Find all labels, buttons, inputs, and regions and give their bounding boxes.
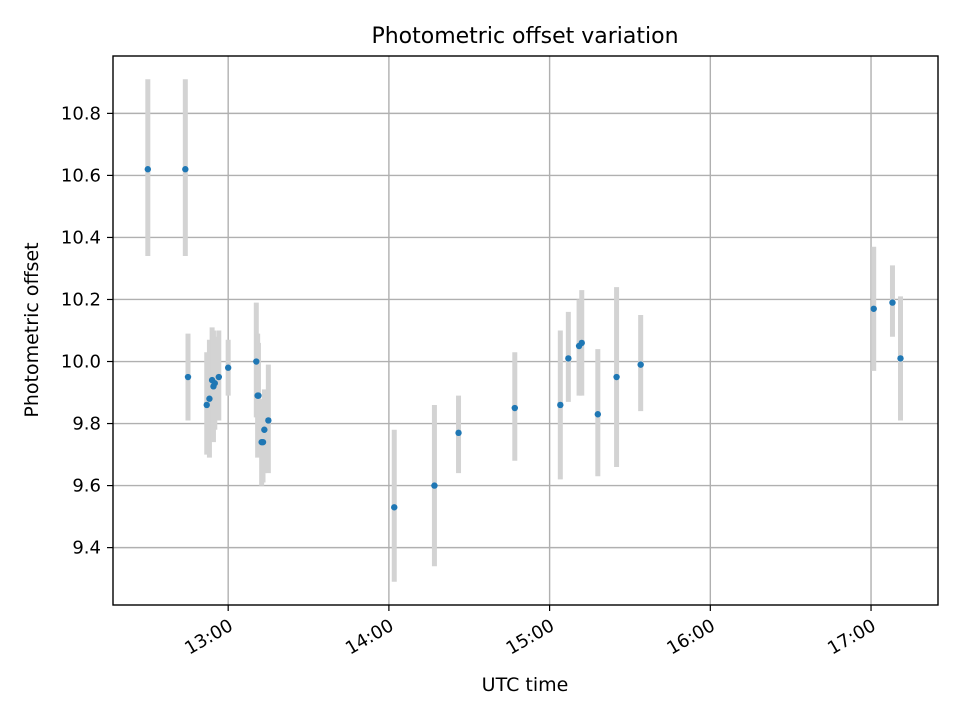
data-point (144, 166, 152, 173)
data-point (253, 358, 260, 365)
y-tick-label: 9.6 (72, 476, 101, 497)
y-tick-label: 10.8 (61, 103, 101, 124)
data-point (578, 339, 585, 347)
grid (113, 56, 938, 605)
data-point (182, 166, 189, 173)
y-tick-label: 10.6 (61, 165, 101, 186)
data-point (261, 426, 268, 433)
y-tick-label: 9.4 (72, 538, 101, 559)
data-point (637, 361, 644, 368)
y-tick-label: 10.0 (61, 352, 101, 373)
data-point (565, 355, 572, 362)
data-point (224, 364, 232, 371)
plot-frame (112, 55, 939, 606)
data-point (594, 411, 602, 418)
data-point (557, 401, 564, 409)
y-axis-label: Photometric offset (21, 242, 43, 417)
data-point (203, 401, 210, 409)
data-point (431, 482, 438, 489)
data-point (184, 373, 192, 381)
y-tick-label: 10.4 (61, 227, 101, 248)
data-point (897, 355, 904, 362)
data-point (211, 380, 218, 387)
data-point (259, 438, 267, 446)
data-point (265, 417, 272, 424)
data-point (511, 404, 518, 412)
y-tick-label: 9.8 (72, 414, 101, 435)
data-point (455, 429, 462, 437)
data-point (889, 299, 896, 306)
x-axis-label: UTC time (482, 674, 569, 696)
data-point (870, 305, 877, 312)
data-point (613, 373, 620, 381)
data-point (255, 392, 262, 399)
data-point (391, 504, 398, 511)
data-points (144, 166, 904, 511)
data-point (206, 395, 213, 402)
data-point (215, 373, 223, 381)
chart-title: Photometric offset variation (371, 24, 678, 49)
y-tick-label: 10.2 (61, 289, 101, 310)
